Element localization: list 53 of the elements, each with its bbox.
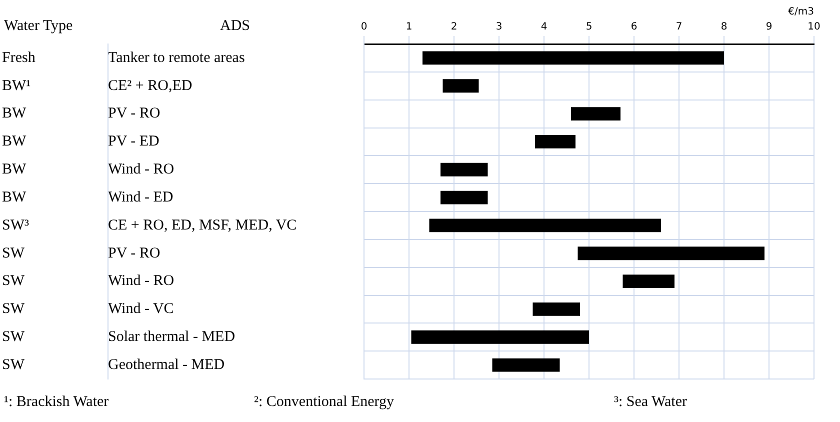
bar xyxy=(429,218,661,232)
y-tick-label: CE + RO, ED, MSF, MED, VC xyxy=(108,217,297,234)
x-tick-label: 7 xyxy=(676,22,682,33)
y-tick-label: PV - ED xyxy=(108,134,160,150)
y-tick-label: Geothermal - MED xyxy=(108,356,225,373)
x-tick-label: 2 xyxy=(450,22,458,33)
y-tick-label: Wind - VC xyxy=(108,301,174,318)
y2-tick-label: SW xyxy=(2,301,26,318)
y-tick-label: Wind - RO xyxy=(108,162,174,178)
y2-tick-label: SW³ xyxy=(2,217,30,234)
y2-tick-label: SW xyxy=(2,273,26,290)
bar xyxy=(578,246,764,260)
text: ³: Sea Water xyxy=(614,394,687,411)
bar xyxy=(442,79,479,93)
y2-tick-label: BW xyxy=(2,189,28,206)
y2-tick-label: SW xyxy=(2,245,26,262)
bar xyxy=(422,51,724,65)
text: ²: Conventional Energy xyxy=(254,394,394,411)
text: ¹: Brackish Water xyxy=(4,394,109,411)
y-tick-label: PV - RO xyxy=(108,106,160,122)
y-tick-label: Solar thermal - MED xyxy=(108,329,236,346)
y-tick-label: Wind - ED xyxy=(108,189,174,206)
y-tick-label: Tanker to remote areas xyxy=(108,50,245,66)
y-tick-label: PV - RO xyxy=(108,245,160,262)
x-tick-label: 8 xyxy=(720,22,728,33)
y2-tick-label: BW xyxy=(2,162,28,178)
x-tick-label: 0 xyxy=(360,22,368,33)
y2-tick-label: BW xyxy=(2,134,28,150)
bar xyxy=(411,330,589,344)
x-tick-label: 1 xyxy=(406,22,412,33)
x-tick-label: 4 xyxy=(540,22,548,33)
bar xyxy=(492,358,560,372)
bar xyxy=(571,107,620,120)
x-tick-label: 10 xyxy=(808,22,820,33)
x-tick-label: 3 xyxy=(496,22,502,33)
bar xyxy=(622,274,674,288)
bar xyxy=(440,190,488,204)
y2-tick-label: SW xyxy=(2,329,26,346)
text: ADS xyxy=(220,18,250,35)
y2-tick-label: Fresh xyxy=(2,50,36,66)
y2-tick-label: BW¹ xyxy=(2,78,31,94)
text: Water Type xyxy=(4,18,73,35)
y-tick-label: Wind - RO xyxy=(108,273,174,290)
y-tick-label: CE² + RO,ED xyxy=(108,78,192,94)
y2-tick-label: BW xyxy=(2,106,28,122)
bar xyxy=(532,302,580,316)
x-tick-label: 6 xyxy=(630,22,638,33)
x-tick-label: 9 xyxy=(766,22,772,33)
bar xyxy=(440,162,488,176)
x-axis-title: €/m3 xyxy=(788,6,814,18)
y2-tick-label: SW xyxy=(2,356,26,373)
bar xyxy=(535,135,576,148)
x-tick-label: 5 xyxy=(586,22,592,33)
